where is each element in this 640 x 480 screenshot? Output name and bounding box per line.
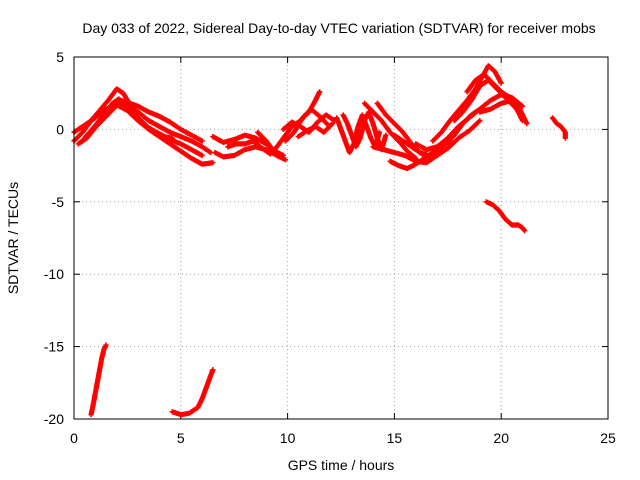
plot-frame [73,56,609,420]
y-tick-label: -20 [44,411,64,427]
data-point [498,80,504,86]
x-axis-label: GPS time / hours [288,457,395,473]
x-tick-label: 10 [280,430,296,446]
data-point [267,151,274,157]
y-tick-label: 5 [56,49,64,65]
data-series [282,106,331,144]
data-point [103,342,109,348]
data-point [562,135,568,141]
x-tick-label: 0 [70,430,78,446]
chart-title: Day 033 of 2022, Sidereal Day-to-day VTE… [82,20,595,36]
data-point [210,367,216,373]
data-series [483,199,528,234]
data-series [361,100,419,161]
data-point [276,154,282,160]
data-point [477,118,483,124]
data-series [477,97,530,127]
data-point [522,228,528,234]
x-tick-label: 20 [493,430,509,446]
data-series [225,138,274,157]
grid-lines [74,57,608,419]
data-point [199,152,205,159]
data-series [272,89,323,153]
data-point [383,132,389,138]
x-tick-label: 15 [387,430,403,446]
x-tick-label: 25 [600,430,616,446]
data-series [88,342,109,418]
data-point [317,89,323,95]
y-tick-label: -15 [44,339,64,355]
data-point [282,157,289,163]
data-series [169,367,216,418]
data-point [329,121,336,127]
data-point [524,121,530,127]
data-series [295,121,336,140]
data-points [71,63,568,418]
y-tick-label: -5 [52,194,65,210]
x-tick-label: 5 [177,430,185,446]
data-series [340,109,389,153]
data-point [199,138,205,144]
data-point [210,160,216,166]
y-axis-label: SDTVAR / TECUs [5,182,21,294]
data-series [82,99,214,156]
data-series [549,115,568,141]
y-tick-label: 0 [56,121,64,137]
y-tick-label: -10 [44,266,64,282]
